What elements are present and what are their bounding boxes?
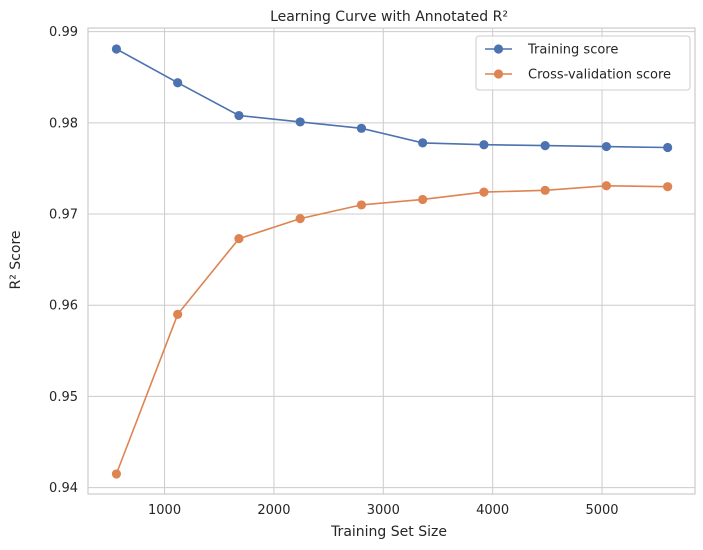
data-point (356, 200, 367, 210)
data-point (295, 117, 305, 127)
x-tick-label: 4000 (476, 503, 509, 518)
plot-frame (87, 27, 696, 495)
y-tick-label: 0.99 (49, 25, 78, 40)
legend: Training score Cross-validation score (475, 35, 691, 91)
y-ticks: 0.94 0.95 0.96 0.97 0.98 0.99 (49, 25, 78, 496)
data-point (418, 194, 428, 205)
series-points (111, 44, 673, 479)
data-point (479, 187, 489, 197)
data-point (173, 78, 183, 88)
y-tick-label: 0.95 (49, 390, 78, 405)
data-point (540, 185, 550, 195)
y-axis-label: R² Score (8, 230, 24, 289)
data-point (418, 138, 428, 148)
series-line-1 (115, 184, 668, 475)
data-point (173, 309, 183, 319)
legend-swatch-marker (493, 69, 504, 79)
y-tick-label: 0.94 (49, 481, 78, 496)
data-point (111, 44, 122, 54)
data-point (540, 141, 550, 151)
data-point (663, 142, 673, 153)
legend-swatch-marker (493, 44, 504, 54)
x-axis-label: Training Set Size (330, 524, 447, 540)
data-point (601, 141, 612, 152)
data-point (356, 123, 367, 133)
series-line-0 (116, 48, 668, 149)
legend-label: Training score (527, 43, 618, 58)
y-tick-label: 0.96 (49, 299, 78, 314)
x-ticks: 1000 2000 3000 4000 5000 (148, 503, 619, 518)
x-tick-label: 2000 (257, 503, 290, 518)
series-lines (115, 48, 668, 475)
data-point (479, 140, 489, 150)
data-point (111, 469, 122, 479)
y-tick-label: 0.98 (49, 116, 78, 131)
x-tick-label: 1000 (148, 503, 181, 518)
data-point (663, 182, 673, 192)
y-tick-label: 0.97 (49, 208, 78, 223)
chart-title: Learning Curve with Annotated R² (270, 9, 508, 25)
legend-label: Cross-validation score (528, 68, 671, 83)
x-tick-label: 5000 (585, 503, 618, 518)
grid (88, 28, 695, 494)
legend-box (475, 35, 691, 91)
data-point (295, 213, 305, 224)
data-point (601, 181, 612, 191)
x-tick-label: 3000 (367, 503, 400, 518)
data-point (234, 110, 244, 121)
data-point (234, 234, 244, 244)
